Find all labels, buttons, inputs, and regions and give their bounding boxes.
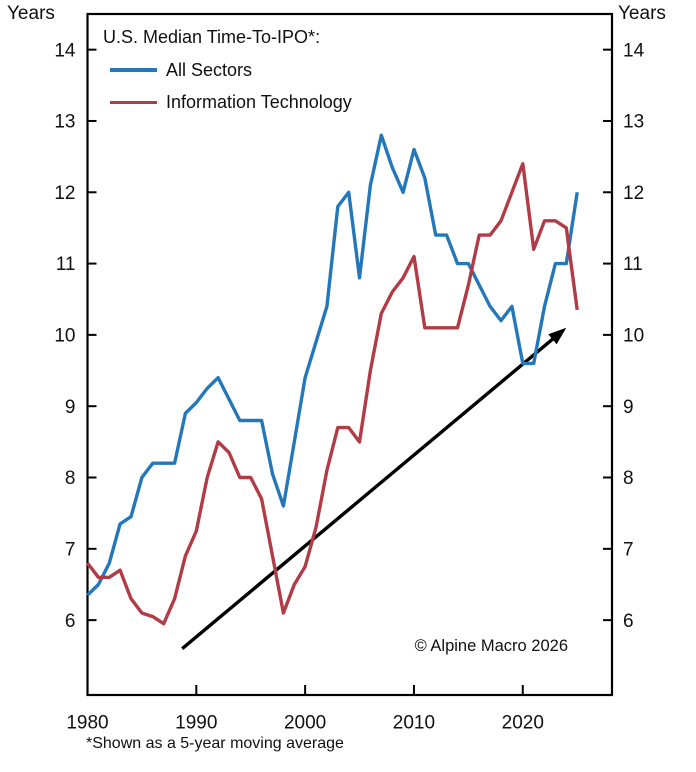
y-tick-label-right: 10 (623, 326, 644, 347)
x-tick-label: 2000 (284, 712, 326, 733)
information-technology-label: Information Technology (166, 92, 352, 112)
all-sectors-line (86, 133, 579, 597)
y-tick-label-right: 9 (623, 397, 634, 418)
y-tick-label-right: 13 (623, 112, 644, 133)
legend: U.S. Median Time-To-IPO*: All Sectors In… (103, 26, 352, 113)
y-tick-label-left: 14 (54, 40, 76, 61)
all-sectors-label: All Sectors (166, 59, 253, 80)
y-tick-label-left: 6 (65, 611, 76, 632)
y-tick-label-right: 7 (623, 539, 634, 560)
y-tick-label-right: 14 (623, 40, 645, 61)
y-tick-label-left: 8 (65, 468, 76, 489)
y-tick-label-left: 9 (65, 397, 76, 418)
chart-title: U.S. Median Time-To-IPO*: (103, 27, 321, 47)
trend-arrow-head (548, 327, 567, 345)
y-tick-label-left: 7 (65, 539, 76, 560)
y-axis-title-left: Years (7, 3, 55, 24)
y-tick-label-left: 10 (54, 326, 75, 347)
y-tick-label-right: 11 (623, 254, 643, 275)
x-tick-label: 2010 (393, 712, 435, 733)
y-tick-label-left: 13 (54, 112, 75, 133)
trend-arrow-shaft (181, 335, 557, 650)
y-axis-title-right: Years (618, 3, 666, 24)
y-tick-label-left: 12 (54, 183, 75, 204)
footnote: *Shown as a 5-year moving average (86, 735, 344, 752)
information-technology-line (86, 161, 579, 626)
y-tick-label-left: 11 (56, 254, 76, 275)
x-tick-label: 1990 (175, 712, 217, 733)
all-sectors-line-swatch (110, 68, 157, 72)
x-tick-label: 2020 (502, 712, 544, 733)
x-tick-label: 1980 (66, 712, 108, 733)
copyright-note: © Alpine Macro 2026 (414, 637, 568, 655)
information-technology-line-swatch (110, 100, 157, 105)
legend-item-information-technology: Information Technology (103, 92, 352, 113)
y-tick-label-right: 6 (623, 611, 634, 632)
y-tick-label-right: 12 (623, 183, 644, 204)
y-tick-label-right: 8 (623, 468, 634, 489)
legend-item-all-sectors: All Sectors (103, 60, 352, 81)
plot-frame (86, 12, 614, 697)
